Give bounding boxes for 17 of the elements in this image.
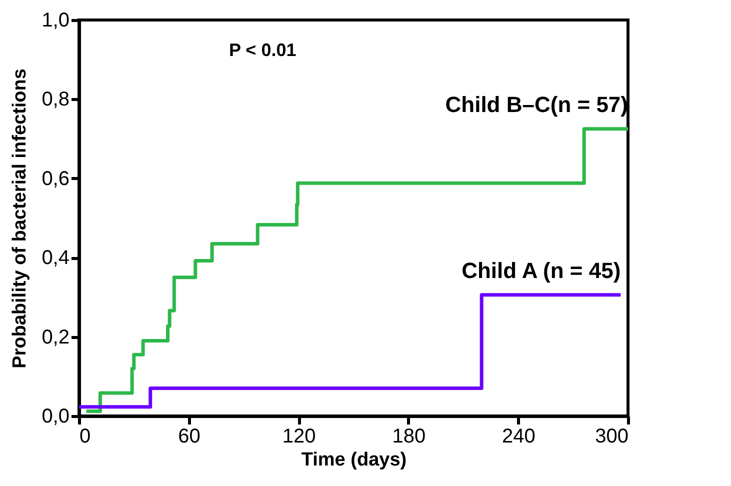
x-tick-label: 240 xyxy=(502,426,536,448)
x-tick-label: 0 xyxy=(80,426,91,448)
x-axis-title: Time (days) xyxy=(301,450,407,470)
x-tick-label: 120 xyxy=(282,426,316,448)
series-label: Child A (n = 45) xyxy=(462,258,621,283)
y-tick-label: 0,6 xyxy=(42,168,70,190)
y-tick-label: 1,0 xyxy=(42,10,70,32)
x-tick-label: 300 xyxy=(595,426,628,448)
annotation: P < 0.01 xyxy=(229,40,296,60)
x-tick-label: 60 xyxy=(178,426,200,448)
y-tick-label: 0,4 xyxy=(42,247,70,270)
y-tick-label: 0,0 xyxy=(42,406,70,428)
y-tick-label: 0,2 xyxy=(42,326,70,348)
series-label: Child B–C(n = 57) xyxy=(445,92,628,117)
y-tick-label: 0,8 xyxy=(42,88,70,111)
x-tick-label: 180 xyxy=(392,426,426,448)
y-axis-title: Probability of bacterial infections xyxy=(10,68,31,368)
